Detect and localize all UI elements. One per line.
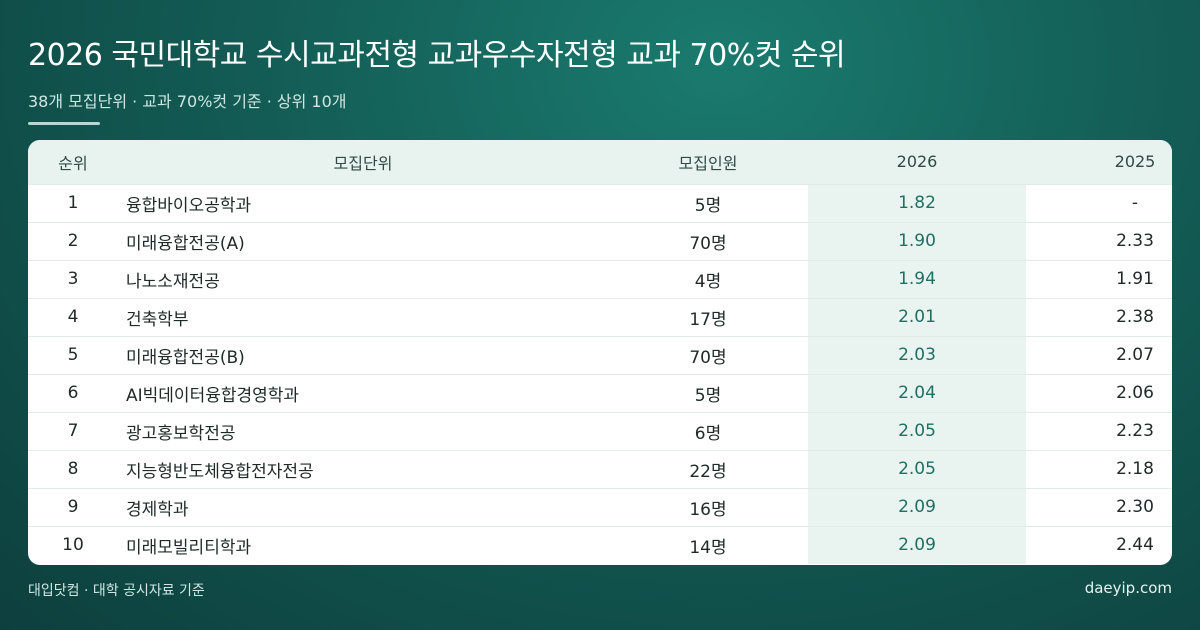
quota-cell: 17명 xyxy=(689,309,727,330)
rank-cell: 10 xyxy=(62,535,84,556)
page-title: 2026 국민대학교 수시교과전형 교과우수자전형 교과 70%컷 순위 xyxy=(28,38,846,73)
unit-cell: 경제학과 xyxy=(126,499,189,520)
table-row: 7 광고홍보학전공 6명 2.05 2.23 xyxy=(28,412,1172,450)
cut-2025-cell: 1.91 xyxy=(1116,269,1154,289)
unit-cell: 미래융합전공(A) xyxy=(126,233,245,254)
quota-cell: 14명 xyxy=(689,537,727,558)
rank-cell: 2 xyxy=(67,231,79,251)
cut-2025-cell: 2.33 xyxy=(1116,231,1154,251)
rank-cell: 5 xyxy=(67,345,79,365)
table-row: 3 나노소재전공 4명 1.94 1.91 xyxy=(28,260,1172,298)
quota-cell: 5명 xyxy=(694,385,722,406)
header-unit: 모집단위 xyxy=(333,153,393,173)
source-note: 대입닷컴 · 대학 공시자료 기준 xyxy=(28,583,205,599)
page-subtitle: 38개 모집단위 · 교과 70%컷 기준 · 상위 10개 xyxy=(28,92,347,111)
cut-2026-cell: 1.82 xyxy=(808,184,1026,222)
cut-2025-cell: 2.44 xyxy=(1116,535,1154,556)
cut-2026-cell: 2.04 xyxy=(808,374,1026,412)
cut-2025-cell: 2.06 xyxy=(1116,383,1154,403)
ranking-table: 순위 모집단위 모집인원 2026 2025 1 융합바이오공학과 5명 1.8… xyxy=(28,140,1172,564)
cut-2026-cell: 2.03 xyxy=(808,336,1026,374)
rank-cell: 3 xyxy=(67,269,79,289)
cut-2025-cell: 2.18 xyxy=(1116,459,1154,479)
cut-2026-cell: 1.90 xyxy=(808,222,1026,260)
header-2025: 2025 xyxy=(1114,152,1156,172)
rank-cell: 6 xyxy=(67,383,79,403)
rank-cell: 8 xyxy=(67,459,79,479)
table-row: 4 건축학부 17명 2.01 2.38 xyxy=(28,298,1172,336)
table-row: 5 미래융합전공(B) 70명 2.03 2.07 xyxy=(28,336,1172,374)
cut-2026-cell: 2.01 xyxy=(808,298,1026,336)
cut-2025-cell: 2.38 xyxy=(1116,307,1154,327)
table-header-row: 순위 모집단위 모집인원 2026 2025 xyxy=(28,140,1172,184)
cut-2025-cell: - xyxy=(1131,193,1139,213)
table-row: 10 미래모빌리티학과 14명 2.09 2.44 xyxy=(28,526,1172,564)
cut-2026-cell: 2.09 xyxy=(808,488,1026,526)
cut-2026-cell: 2.05 xyxy=(808,412,1026,450)
table-row: 2 미래융합전공(A) 70명 1.90 2.33 xyxy=(28,222,1172,260)
quota-cell: 22명 xyxy=(689,461,727,482)
rank-cell: 7 xyxy=(67,421,79,441)
unit-cell: 융합바이오공학과 xyxy=(126,195,252,216)
quota-cell: 16명 xyxy=(689,499,727,520)
table-row: 1 융합바이오공학과 5명 1.82 - xyxy=(28,184,1172,222)
unit-cell: 나노소재전공 xyxy=(126,271,220,292)
unit-cell: 광고홍보학전공 xyxy=(126,423,236,444)
cut-2025-cell: 2.23 xyxy=(1116,421,1154,441)
unit-cell: 미래모빌리티학과 xyxy=(126,537,252,558)
quota-cell: 70명 xyxy=(689,233,727,254)
rank-cell: 4 xyxy=(67,307,79,327)
table-row: 6 AI빅데이터융합경영학과 5명 2.04 2.06 xyxy=(28,374,1172,412)
table-row: 8 지능형반도체융합전자전공 22명 2.05 2.18 xyxy=(28,450,1172,488)
header-2026: 2026 xyxy=(896,152,938,172)
quota-cell: 5명 xyxy=(694,195,722,216)
rank-cell: 1 xyxy=(67,193,79,213)
header-quota: 모집인원 xyxy=(678,153,738,173)
ranking-table-card: 순위 모집단위 모집인원 2026 2025 1 융합바이오공학과 5명 1.8… xyxy=(28,140,1172,565)
unit-cell: 지능형반도체융합전자전공 xyxy=(126,461,314,482)
quota-cell: 4명 xyxy=(694,271,722,292)
unit-cell: AI빅데이터융합경영학과 xyxy=(126,385,300,406)
cut-2026-cell: 1.94 xyxy=(808,260,1026,298)
unit-cell: 미래융합전공(B) xyxy=(126,347,245,368)
rank-cell: 9 xyxy=(67,497,79,517)
cut-2025-cell: 2.07 xyxy=(1116,345,1154,365)
quota-cell: 70명 xyxy=(689,347,727,368)
header-rank: 순위 xyxy=(58,153,88,173)
table-row: 9 경제학과 16명 2.09 2.30 xyxy=(28,488,1172,526)
cut-2026-cell: 2.09 xyxy=(808,526,1026,564)
cut-2025-cell: 2.30 xyxy=(1116,497,1154,517)
cut-2026-cell: 2.05 xyxy=(808,450,1026,488)
title-underline xyxy=(28,122,100,125)
unit-cell: 건축학부 xyxy=(126,309,189,330)
site-link[interactable]: daeyip.com xyxy=(1084,579,1172,597)
quota-cell: 6명 xyxy=(694,423,722,444)
